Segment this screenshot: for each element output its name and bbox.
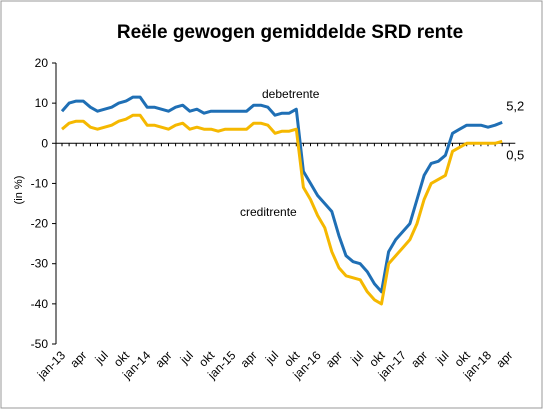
y-tick-label: -10	[31, 176, 49, 190]
y-tick-label: -50	[31, 337, 49, 351]
y-tick-label: -30	[31, 257, 49, 271]
y-tick-label: -40	[31, 297, 49, 311]
series-label: debetrente	[262, 87, 320, 101]
value-label: 0,5	[506, 147, 524, 162]
y-tick-label: 0	[41, 136, 48, 150]
y-axis-label: (in %)	[13, 176, 25, 205]
y-tick-label: 10	[35, 96, 49, 110]
y-tick-label: 20	[35, 56, 49, 70]
chart-title: Reële gewogen gemiddelde SRD rente	[117, 22, 463, 43]
value-label: 5,2	[506, 98, 524, 113]
y-tick-label: -20	[31, 217, 49, 231]
line-series	[60, 95, 503, 294]
series-label: creditrente	[240, 205, 297, 219]
line-series	[61, 113, 503, 306]
